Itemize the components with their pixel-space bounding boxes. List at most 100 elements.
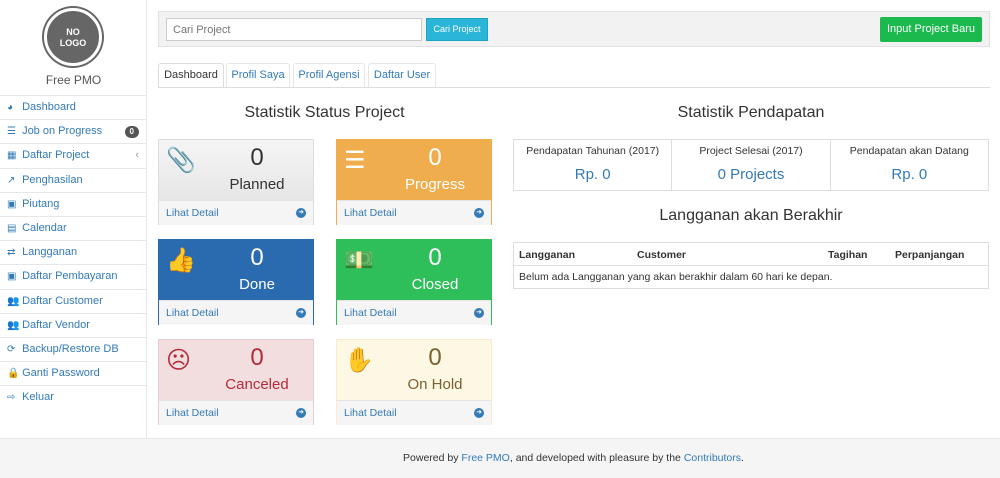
view-detail-label: Lihat Detail [344,407,397,419]
view-detail-link[interactable]: Lihat Detail ➜ [159,300,313,325]
card-body: ☰ 0 Progress [337,140,491,200]
arrow-circle-right-icon: ➜ [296,408,306,418]
money-icon: 💵 [344,247,374,274]
stat-label: Project Selesai (2017) [699,145,803,157]
view-detail-link[interactable]: Lihat Detail ➜ [337,400,491,425]
sidebar-item-label: Job on Progress [22,125,103,138]
status-heading: Statistik Status Project [244,104,405,121]
money-icon: ▣ [7,198,17,210]
tab-profil-agensi[interactable]: Profil Agensi [293,63,365,88]
arrow-circle-right-icon: ➜ [474,208,484,218]
status-card-planned: 📎 0 Planned Lihat Detail ➜ [158,139,314,225]
arrow-circle-right-icon: ➜ [474,308,484,318]
footer-text: . [741,452,744,464]
sidebar-item-piutang[interactable]: ▣ Piutang [0,191,147,216]
server-icon: ☰ [344,147,366,174]
sidebar-item-daftar-project[interactable]: ▦ Daftar Project ‹ [0,143,147,167]
card-body: ✋ 0 On Hold [337,340,491,400]
calendar-icon: ▤ [7,222,17,234]
card-body: 👍 0 Done [159,240,313,300]
new-project-button[interactable]: Input Project Baru [880,17,982,42]
expiring-heading: Langganan akan Berakhir [659,207,843,224]
retweet-icon: ⇄ [7,247,16,259]
footer: Powered by Free PMO, and developed with … [0,438,1000,478]
search-input[interactable] [166,18,422,41]
stat-annual-income: Pendapatan Tahunan (2017) Rp. 0 [514,140,673,190]
brand-name: Free PMO [45,73,102,87]
chevron-left-icon[interactable]: ‹ [135,149,139,162]
sidebar-item-label: Piutang [22,197,60,210]
refresh-icon: ⟳ [7,343,16,355]
sidebar-item-daftar-customer[interactable]: 👥 Daftar Customer [0,288,147,313]
sidebar-item-keluar[interactable]: ⇨ Keluar [0,385,147,409]
status-card-done: 👍 0 Done Lihat Detail ➜ [158,239,314,325]
hand-icon: ✋ [344,347,374,374]
users-icon: 👥 [7,295,20,307]
dashboard-icon: ◕ [7,102,14,113]
sidebar-item-label: Calendar [22,221,67,234]
lock-icon: 🔒 [7,368,20,380]
card-count: 0 [250,244,264,271]
arrow-circle-right-icon: ➜ [296,308,306,318]
tab-profil-saya[interactable]: Profil Saya [226,63,290,88]
card-count: 0 [428,344,442,371]
no-logo-image: NO LOGO [44,8,102,66]
view-detail-link[interactable]: Lihat Detail ➜ [337,300,491,325]
search-button[interactable]: Cari Project [426,18,488,41]
tab-daftar-user[interactable]: Daftar User [368,63,436,88]
col-tagihan: Tagihan [828,249,868,261]
sidebar-item-job-on-progress[interactable]: ☰ Job on Progress 0 [0,119,147,143]
sidebar-item-penghasilan[interactable]: ↗ Penghasilan [0,167,147,192]
card-label: Closed [411,276,459,293]
sidebar-item-daftar-vendor[interactable]: 👥 Daftar Vendor [0,312,147,337]
col-langganan: Langganan [519,249,576,261]
sidebar-item-label: Keluar [22,391,54,404]
tab-dashboard[interactable]: Dashboard [158,63,224,88]
free-pmo-link[interactable]: Free PMO [461,452,510,464]
card-label: On Hold [407,376,463,393]
sidebar-item-backup-restore-db[interactable]: ⟳ Backup/Restore DB [0,336,147,361]
sidebar-item-label: Langganan [22,246,78,259]
arrow-circle-right-icon: ➜ [296,208,306,218]
sidebar-item-label: Backup/Restore DB [22,342,119,355]
card-label: Done [239,276,275,293]
table-header: Langganan Customer Tagihan Perpanjangan [514,243,988,266]
sidebar-item-ganti-password[interactable]: 🔒 Ganti Password [0,361,147,385]
view-detail-label: Lihat Detail [344,307,397,319]
sidebar-item-langganan[interactable]: ⇄ Langganan [0,240,147,264]
sidebar-item-calendar[interactable]: ▤ Calendar [0,215,147,240]
sidebar-item-label: Daftar Vendor [22,318,90,331]
view-detail-link[interactable]: Lihat Detail ➜ [159,200,313,225]
sidebar-item-label: Daftar Project [22,149,90,162]
card-count: 0 [250,144,264,171]
col-customer: Customer [637,249,687,261]
card-body: ☹ 0 Canceled [159,340,313,400]
money-icon: ▣ [7,271,17,283]
empty-row: Belum ada Langganan yang akan berakhir d… [519,271,833,283]
status-card-on-hold: ✋ 0 On Hold Lihat Detail ➜ [336,339,492,425]
view-detail-link[interactable]: Lihat Detail ➜ [337,200,491,225]
stat-upcoming-income: Pendapatan akan Datang Rp. 0 [831,140,988,190]
status-card-canceled: ☹ 0 Canceled Lihat Detail ➜ [158,339,314,425]
view-detail-label: Lihat Detail [166,307,219,319]
count-badge: 0 [124,126,139,139]
stat-label: Pendapatan Tahunan (2017) [526,145,660,157]
view-detail-link[interactable]: Lihat Detail ➜ [159,400,313,425]
contributors-link[interactable]: Contributors [683,452,742,464]
card-label: Canceled [225,376,289,393]
footer-text: Powered by [403,452,462,464]
card-body: 📎 0 Planned [159,140,313,200]
paperclip-icon: 📎 [166,147,196,174]
table-icon: ▦ [7,150,17,162]
sign-out-icon: ⇨ [7,392,16,404]
sidebar-item-daftar-pembayaran[interactable]: ▣ Daftar Pembayaran [0,264,147,288]
footer-text: , and developed with pleasure by the [509,452,684,464]
sidebar-item-label: Penghasilan [22,173,83,186]
sidebar-item-label: Dashboard [22,101,76,113]
thumbs-up-icon: 👍 [166,247,196,274]
status-card-closed: 💵 0 Closed Lihat Detail ➜ [336,239,492,325]
tasks-icon: ☰ [7,126,16,138]
col-perpanjangan: Perpanjangan [895,249,965,261]
sidebar-item-dashboard[interactable]: ◕ Dashboard [0,95,147,119]
card-count: 0 [428,144,442,171]
